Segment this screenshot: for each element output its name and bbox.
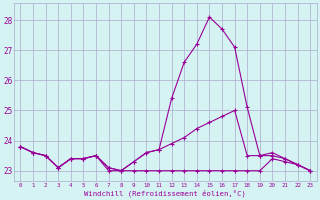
X-axis label: Windchill (Refroidissement éolien,°C): Windchill (Refroidissement éolien,°C) — [84, 189, 246, 197]
